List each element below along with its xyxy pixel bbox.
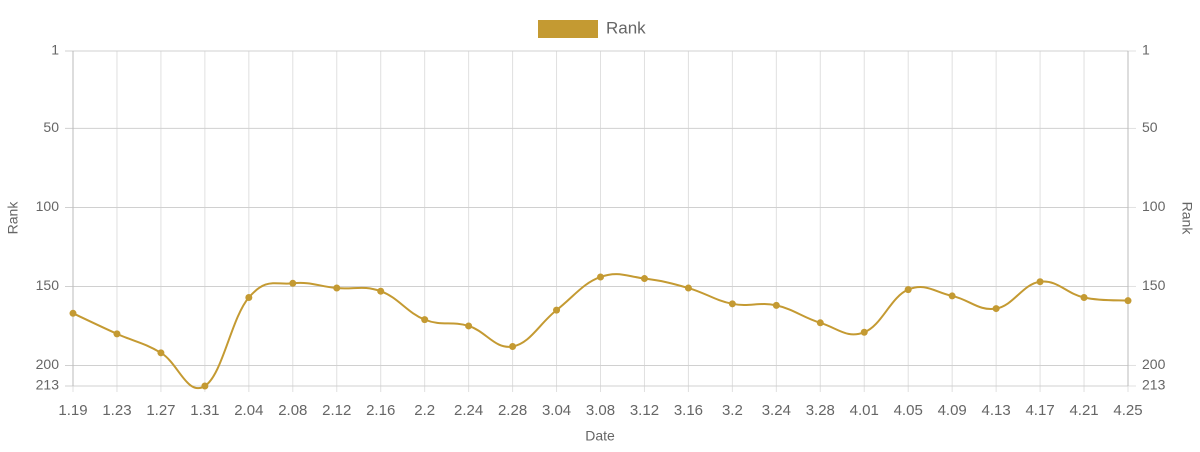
point <box>377 287 385 295</box>
y-tick-label: 150 <box>36 277 60 293</box>
point <box>904 286 912 294</box>
point <box>992 305 1000 313</box>
point <box>509 342 517 350</box>
point <box>684 284 692 292</box>
y2-tick-label: 1 <box>1142 42 1150 58</box>
y-tick-label: 200 <box>36 356 60 372</box>
x-tick-label: 1.31 <box>190 402 219 419</box>
point <box>553 306 561 314</box>
y2-tick-label: 200 <box>1142 356 1166 372</box>
point <box>597 273 604 281</box>
point <box>465 322 473 330</box>
x-tick-label: 1.19 <box>58 402 87 419</box>
point <box>1036 278 1044 286</box>
point <box>728 300 736 308</box>
x-tick-label: 3.2 <box>722 402 743 419</box>
x-tick-label: 2.08 <box>278 402 307 419</box>
point <box>421 316 429 324</box>
y2-tick-label: 50 <box>1142 119 1158 135</box>
x-tick-label: 4.09 <box>938 402 967 419</box>
point <box>1080 294 1088 302</box>
x-tick-label: 4.13 <box>982 402 1011 419</box>
point <box>816 319 824 327</box>
point <box>245 294 253 302</box>
point <box>113 330 121 338</box>
y-tick-label: 1 <box>51 42 59 58</box>
point <box>772 301 780 309</box>
point <box>201 382 209 390</box>
x-axis-title: Date <box>585 428 615 444</box>
x-tick-label: 2.16 <box>366 402 395 419</box>
y2-tick-label: 100 <box>1142 198 1166 214</box>
x-tick-label: 3.08 <box>586 402 615 419</box>
x-tick-label: 3.28 <box>806 402 835 419</box>
x-tick-label: 2.04 <box>234 402 263 419</box>
x-tick-label: 2.12 <box>322 402 351 419</box>
x-tick-label: 3.24 <box>762 402 791 419</box>
y2-tick-label: 213 <box>1142 377 1166 393</box>
y2-tick-label: 150 <box>1142 277 1166 293</box>
x-tick-label: 4.25 <box>1113 402 1142 419</box>
x-tick-label: 4.21 <box>1069 402 1098 419</box>
point <box>333 284 341 292</box>
x-tick-label: 3.04 <box>542 402 571 419</box>
point <box>640 275 648 283</box>
x-tick-label: 4.01 <box>850 402 879 419</box>
y-tick-label: 100 <box>36 198 60 214</box>
x-tick-label: 4.17 <box>1025 402 1054 419</box>
point <box>948 292 956 300</box>
y-tick-label: 213 <box>36 377 60 393</box>
y-axis-title: Rank <box>5 201 21 235</box>
x-tick-label: 3.16 <box>674 402 703 419</box>
x-tick-label: 2.2 <box>414 402 435 419</box>
y2-axis-title: Rank <box>1179 202 1195 236</box>
x-tick-label: 2.24 <box>454 402 483 419</box>
legend-swatch <box>538 20 598 38</box>
x-tick-label: 1.27 <box>146 402 175 419</box>
legend-label: Rank <box>606 18 646 37</box>
point <box>289 279 297 287</box>
y-tick-label: 50 <box>43 119 59 135</box>
x-tick-label: 4.05 <box>894 402 923 419</box>
x-tick-label: 2.28 <box>498 402 527 419</box>
x-tick-label: 3.12 <box>630 402 659 419</box>
x-tick-label: 1.23 <box>102 402 131 419</box>
point <box>157 349 165 357</box>
point <box>69 309 77 317</box>
point <box>1124 297 1132 305</box>
point <box>860 328 868 336</box>
